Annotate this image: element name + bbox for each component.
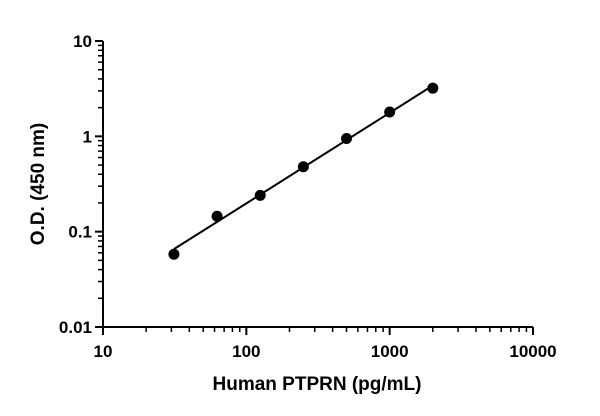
y-tick-label: 0.1 <box>68 223 92 242</box>
x-tick-label: 10000 <box>509 342 556 361</box>
data-points <box>168 82 439 260</box>
axes <box>95 40 534 335</box>
x-axis-title: Human PTPRN (pg/mL) <box>213 374 422 395</box>
tick-labels: 10 100 1000 10000 0.01 0.1 1 10 <box>59 32 557 361</box>
data-point <box>254 189 266 201</box>
y-tick-label: 0.01 <box>59 318 92 337</box>
y-tick-label: 1 <box>83 127 92 146</box>
x-tick-label: 1000 <box>371 342 409 361</box>
x-tick-label: 10 <box>94 342 113 361</box>
data-point <box>211 210 223 222</box>
x-tick-label: 100 <box>232 342 260 361</box>
data-point <box>341 132 353 144</box>
y-axis-title: O.D. (450 nm) <box>28 123 49 245</box>
y-tick-label: 10 <box>73 32 92 51</box>
data-point <box>168 248 180 260</box>
data-point <box>384 106 396 118</box>
data-point <box>297 161 309 173</box>
data-point <box>427 82 439 94</box>
